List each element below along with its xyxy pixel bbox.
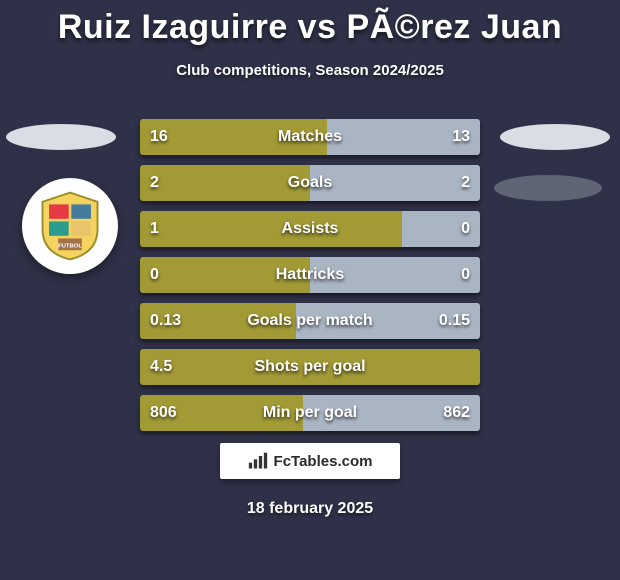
brand-badge[interactable]: FcTables.com [220, 443, 400, 479]
date-text: 18 february 2025 [0, 500, 620, 518]
stat-value-left: 4.5 [140, 349, 182, 385]
club-crest: FUTBOL [22, 178, 118, 274]
stat-value-right: 0 [451, 257, 480, 293]
right-oval-decor [500, 124, 610, 150]
brand-chart-icon [248, 452, 268, 470]
page-title: Ruiz Izaguirre vs PÃ©rez Juan [0, 8, 620, 47]
left-oval-decor [6, 124, 116, 150]
stat-value-right: 862 [433, 395, 480, 431]
stat-value-right: 2 [451, 165, 480, 201]
stat-value-left: 2 [140, 165, 169, 201]
stat-value-left: 0 [140, 257, 169, 293]
right-oval-decor-2 [494, 175, 602, 201]
stat-row: 806862Min per goal [140, 395, 480, 431]
stat-row: 0.130.15Goals per match [140, 303, 480, 339]
brand-text: FcTables.com [274, 453, 373, 470]
stat-row: 00Hattricks [140, 257, 480, 293]
stat-value-right: 0 [451, 211, 480, 247]
stat-fill-left [140, 211, 402, 247]
stat-value-left: 0.13 [140, 303, 191, 339]
stat-fill-left [140, 349, 480, 385]
stat-row: 22Goals [140, 165, 480, 201]
crest-icon: FUTBOL [37, 190, 103, 262]
stat-value-left: 806 [140, 395, 187, 431]
stat-row: 1613Matches [140, 119, 480, 155]
stat-value-left: 1 [140, 211, 169, 247]
stat-row: 4.5Shots per goal [140, 349, 480, 385]
stat-value-left: 16 [140, 119, 178, 155]
stat-value-right: 13 [442, 119, 480, 155]
stat-value-right: 0.15 [429, 303, 480, 339]
comparison-bars: 1613Matches22Goals10Assists00Hattricks0.… [140, 119, 480, 441]
stat-row: 10Assists [140, 211, 480, 247]
svg-text:FUTBOL: FUTBOL [58, 244, 82, 250]
subtitle: Club competitions, Season 2024/2025 [0, 62, 620, 79]
